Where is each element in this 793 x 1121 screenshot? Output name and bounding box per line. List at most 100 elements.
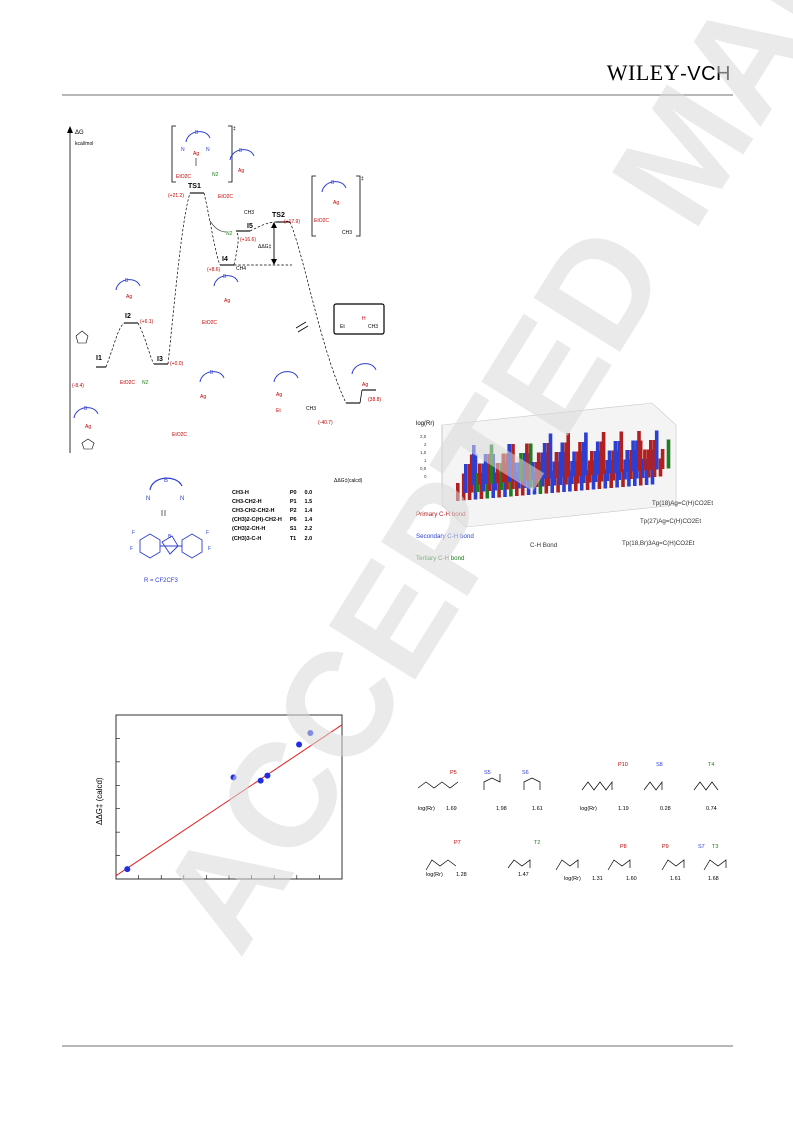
bond-cell: (CH3)2-C(H)-CH2-H: [232, 517, 282, 524]
value-cell: 1.5: [304, 498, 313, 505]
series-label-2: Tp(27)Ag=C(H)CO2Et: [640, 518, 701, 525]
bar-3d: [554, 452, 559, 478]
ddg-table: ΔΔG‡(calcd) CH3-H P0 0.0 CH3-CH2-H P1 1.5 CH…: [228, 478, 362, 543]
bar-3d: [646, 449, 651, 478]
svg-text:CH3: CH3: [342, 230, 352, 236]
chart3d-y-label: log(Rr): [416, 421, 434, 427]
svg-text:EtO2C: EtO2C: [120, 380, 135, 386]
bar-3d: [517, 462, 521, 489]
svg-text:EtO2C: EtO2C: [202, 320, 217, 326]
bar-3d: [649, 440, 653, 470]
energy-p: (-40.7): [318, 420, 333, 426]
bar-3d: [585, 470, 590, 490]
energy-i1: (-8.4): [72, 383, 84, 389]
bar-3d: [507, 444, 511, 482]
bar-3d: [658, 458, 663, 477]
scatter-plot: ΔΔG‡ (calcd): [95, 714, 343, 880]
value-cell: 2.0: [304, 535, 313, 542]
bar-3d: [564, 442, 568, 485]
bar-3d: [525, 443, 529, 481]
svg-text:N2: N2: [226, 231, 233, 237]
bar-3d: [493, 472, 498, 491]
bar-3d: [523, 453, 527, 488]
ddg-table-header: ΔΔG‡(calcd): [334, 478, 363, 484]
bar-3d: [501, 453, 506, 483]
frag-row4-label: log(Rr): [564, 876, 581, 882]
bar-3d: [644, 459, 649, 485]
frag-s8-id: S8: [656, 762, 663, 768]
footer-rule: [62, 1045, 733, 1047]
i5-structure: B Ag EtO2C CH3 N2: [209, 148, 255, 237]
bar-3d: [637, 431, 641, 471]
bar-3d: [652, 440, 657, 477]
table-row: CH3-CH2-H P1 1.5: [228, 497, 316, 506]
table-row: CH3-CH2-CH2-H P2 1.4: [228, 506, 316, 515]
product-structure: Et H CH3 Et CH3 Ag Ag: [273, 303, 385, 414]
svg-text:N: N: [181, 147, 185, 153]
svg-text:Ag: Ag: [200, 394, 206, 400]
bar-3d: [456, 483, 460, 501]
frag-t2-id: T2: [534, 840, 540, 846]
bar-3d: [464, 464, 468, 493]
energy-i4: (+8.6): [207, 267, 221, 273]
svg-text:CH3: CH3: [306, 406, 316, 412]
svg-text:1: 1: [424, 458, 427, 463]
frag-p8-id: P8: [620, 844, 627, 850]
svg-text:0,5: 0,5: [420, 466, 427, 471]
header-rule: [62, 94, 733, 96]
frag-s7-id: S7: [698, 844, 705, 850]
energy-ts2: (+17.9): [284, 219, 300, 225]
svg-text:F: F: [130, 546, 133, 552]
bar-3d: [625, 450, 629, 472]
bar-3d: [627, 459, 631, 487]
svg-text:N: N: [146, 496, 150, 502]
bar-3d: [532, 471, 537, 495]
bar-3d: [467, 464, 472, 500]
fragment-panels: P5 S5 S6 P10 S8 T4 P7 T2 P8 P9 S7 T3 log…: [417, 762, 727, 882]
bar-3d: [660, 449, 665, 469]
bar-3d: [546, 443, 551, 486]
frag-p7-value: 1.28: [456, 872, 467, 878]
bar-3d: [587, 460, 592, 483]
bar-3d: [483, 454, 488, 484]
bar-3d: [477, 463, 482, 485]
bar-3d: [643, 449, 647, 471]
i1-structure: B Ag: [73, 330, 99, 450]
ts2-structure: ‡ B Ag EtO2C CH3: [311, 175, 364, 237]
bar-3d: [469, 454, 474, 493]
bar-3d: [495, 463, 500, 483]
bar-3d: [515, 472, 519, 496]
svg-text:N: N: [180, 496, 184, 502]
frag-p9-id: P9: [662, 844, 669, 850]
svg-text:F: F: [206, 530, 209, 536]
bond-cell: CH3-H: [232, 489, 249, 496]
level-name-i5: I5: [247, 223, 253, 230]
svg-text:B: B: [210, 370, 214, 376]
svg-text:2: 2: [424, 442, 427, 447]
energy-i5: (+16.6): [240, 237, 256, 243]
svg-text:B: B: [168, 534, 172, 540]
bar-3d: [531, 462, 535, 480]
bar-3d: [611, 450, 616, 481]
bond-cell: CH3-CH2-H: [232, 498, 262, 505]
svg-text:EtO2C: EtO2C: [218, 194, 233, 200]
bar-3d: [635, 440, 639, 479]
scatter-y-label: ΔΔG‡ (calcd): [95, 777, 104, 825]
svg-text:CH4: CH4: [236, 266, 246, 272]
bar-3d: [617, 441, 621, 480]
bar-3d: [605, 460, 610, 481]
bar-3d: [552, 461, 557, 486]
bar-3d: [590, 451, 594, 475]
bar-3d: [593, 451, 598, 482]
bar-3d: [641, 459, 645, 478]
energy-ts1: (+21.2): [168, 193, 184, 199]
svg-text:EtO2C: EtO2C: [314, 218, 329, 224]
id-cell: P0: [289, 489, 297, 496]
bar-3d: [540, 452, 545, 487]
frag-p10-id: P10: [618, 762, 628, 768]
fit-line: [115, 724, 343, 877]
svg-text:B: B: [239, 148, 243, 154]
publisher-suffix: -VCH: [680, 63, 731, 85]
energy-axis-unit: kcal/mol: [75, 141, 93, 147]
id-cell: P6: [289, 517, 297, 524]
